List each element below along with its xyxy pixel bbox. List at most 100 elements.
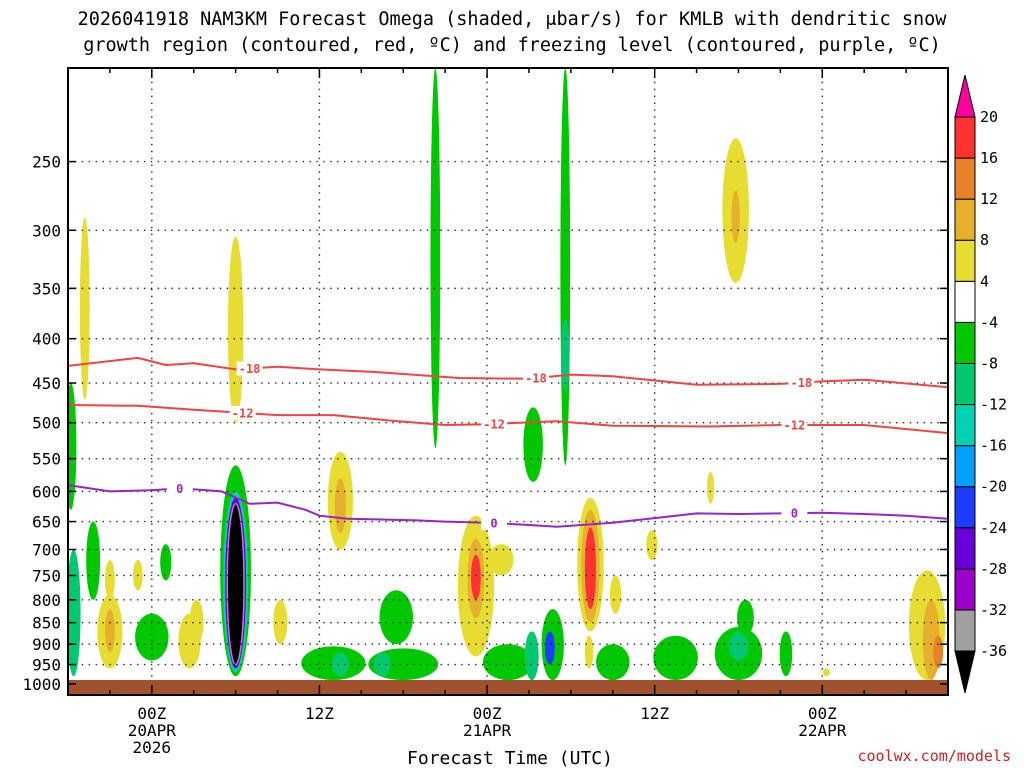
colorbar-label-9: 4 <box>980 272 989 290</box>
colorbar-label-12: 16 <box>980 149 998 167</box>
colorbar: -36 -32 -28 -24 -20 -16 -12 -8 -4 4 8 12 16 20 <box>954 74 1007 694</box>
y-tick-label-550: 550 <box>32 450 61 469</box>
y-tick-label-750: 750 <box>32 566 61 585</box>
omega-cell-24 <box>189 599 204 645</box>
colorbar-label-5: -16 <box>980 437 1007 455</box>
omega-cell-46 <box>653 635 698 681</box>
y-tick-label-300: 300 <box>32 221 61 240</box>
y-tick-label-800: 800 <box>32 591 61 610</box>
colorbar-label-10: 8 <box>980 231 989 249</box>
omega-cell-55 <box>933 635 944 669</box>
colorbar-band-4 <box>954 486 976 529</box>
x-tick-label-0-0: 00Z <box>137 704 166 723</box>
contour-label-bg <box>781 417 808 432</box>
omega-cell-38 <box>545 631 555 665</box>
colorbar-band-3 <box>954 527 976 570</box>
omega-cell-30 <box>373 652 391 677</box>
x-tick-label-24-0: 00Z <box>473 704 502 723</box>
credit-text: coolwx.com/models <box>857 747 1011 765</box>
contour-label-dgz-upper-2: -18 <box>790 376 812 390</box>
colorbar-max-triangle <box>954 74 976 118</box>
contour-label-freezing-level-0: 0 <box>176 482 183 496</box>
omega-cell-4 <box>561 319 570 392</box>
contour-label-dgz-upper-0: -18 <box>239 362 261 376</box>
y-tick-label-250: 250 <box>32 153 61 172</box>
omega-cell-51 <box>707 472 715 504</box>
contour-label-bg <box>229 405 256 420</box>
plot-frame <box>67 67 949 696</box>
chart-title-line2: growth region (contoured, red, ºC) and f… <box>83 35 941 56</box>
omega-cell-3 <box>560 68 571 466</box>
x-tick-label-12-0: 12Z <box>305 704 334 723</box>
colorbar-band-11 <box>954 198 976 241</box>
omega-cell-44 <box>646 530 658 561</box>
contour-label-freezing-level-2: 0 <box>791 507 798 521</box>
contour-label-bg <box>166 481 193 496</box>
omega-cell-21 <box>105 609 115 653</box>
colorbar-label-4: -20 <box>980 478 1007 496</box>
omega-cell-14 <box>226 503 245 666</box>
omega-cell-2 <box>430 68 441 449</box>
y-tick-label-900: 900 <box>32 635 61 654</box>
omega-cell-34 <box>488 544 514 576</box>
contour-dgz-lower <box>68 404 948 435</box>
chart-title-line1: 2026041918 NAM3KM Forecast Omega (shaded… <box>78 9 948 30</box>
omega-cell-48 <box>728 631 749 661</box>
omega-cell-35 <box>482 644 534 681</box>
omega-cell-52 <box>822 668 830 677</box>
y-tick-label-350: 350 <box>32 279 61 298</box>
contour-label-bg <box>788 375 815 390</box>
x-axis-title: Forecast Time (UTC) <box>407 748 613 768</box>
x-tick-label-36-0: 12Z <box>640 704 669 723</box>
contour-layer: -18 -18 -18 -12 -12 -12 0 0 0 <box>68 356 948 531</box>
contour-label-bg <box>481 416 508 431</box>
omega-cell-29 <box>332 652 349 677</box>
x-tick-label-24-1: 21APR <box>463 721 512 740</box>
omega-cell-41 <box>584 527 597 610</box>
contour-label-dgz-upper-1: -18 <box>525 372 547 386</box>
colorbar-label-8: -4 <box>980 313 998 331</box>
omega-cell-8 <box>68 383 77 510</box>
y-tick-label-700: 700 <box>32 540 61 559</box>
omega-shading-layer <box>68 68 946 681</box>
grid-layer <box>68 68 948 695</box>
omega-cell-42 <box>584 635 594 669</box>
omega-cell-0 <box>79 217 90 400</box>
colorbar-label-0: -36 <box>980 642 1007 660</box>
colorbar-band-10 <box>954 239 976 282</box>
contour-label-freezing-level-1: 0 <box>490 517 497 531</box>
colorbar-min-triangle <box>954 650 976 694</box>
colorbar-label-7: -8 <box>980 354 998 372</box>
contour-label-bg <box>781 506 808 521</box>
y-tick-label-950: 950 <box>32 656 61 675</box>
colorbar-label-11: 12 <box>980 190 998 208</box>
omega-cell-10 <box>334 478 346 533</box>
y-tick-label-1000: 1000 <box>22 675 61 694</box>
x-tick-label-0-1: 20APR <box>128 721 177 740</box>
omega-cell-33 <box>470 554 481 600</box>
contour-label-dgz-lower-1: -12 <box>483 417 505 431</box>
omega-cell-15 <box>86 521 101 600</box>
omega-cell-1 <box>227 236 244 423</box>
y-tick-label-850: 850 <box>32 614 61 633</box>
omega-cell-19 <box>105 560 115 600</box>
omega-cell-7 <box>523 407 543 482</box>
omega-cell-25 <box>273 599 288 645</box>
colorbar-band-6 <box>954 404 976 447</box>
omega-cell-26 <box>379 590 414 645</box>
colorbar-band-9 <box>954 280 976 323</box>
y-axis: 250 300 350 400 450 500 550 600 650 700 750 800 850 9… <box>22 153 948 694</box>
x-tick-label-48-1: 22APR <box>798 721 847 740</box>
colorbar-label-6: -12 <box>980 396 1007 414</box>
x-tick-label-48-0: 00Z <box>808 704 837 723</box>
colorbar-label-1: -32 <box>980 601 1007 619</box>
contour-label-dgz-lower-2: -12 <box>784 418 806 432</box>
x-tick-label-0-2: 2026 <box>133 738 172 757</box>
y-tick-label-650: 650 <box>32 513 61 532</box>
ground-terrain <box>68 680 948 694</box>
colorbar-label-13: 20 <box>980 108 998 126</box>
omega-cell-50 <box>779 631 793 677</box>
y-tick-label-400: 400 <box>32 330 61 349</box>
